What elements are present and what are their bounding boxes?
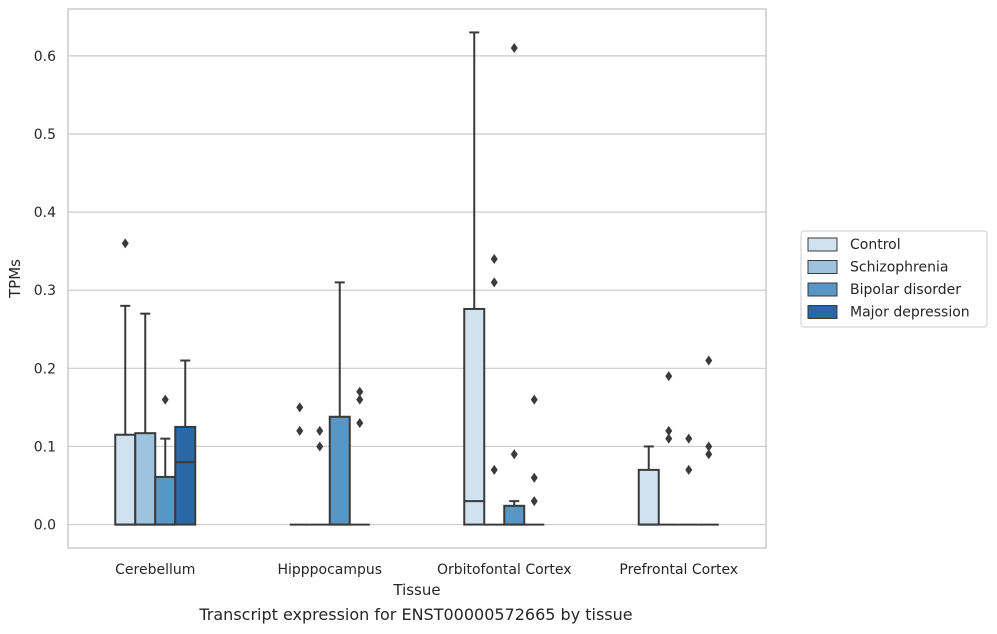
box-bipolar-disorder [503, 43, 526, 526]
y-tick-labels: 0.0 0.1 0.2 0.3 0.4 0.5 0.6 [34, 49, 56, 534]
outlier-point [665, 425, 673, 436]
plot-frame [67, 8, 767, 549]
outlier-point [316, 441, 324, 452]
box-control [114, 238, 137, 526]
y-tick-label: 0.4 [34, 205, 56, 221]
box-body [637, 468, 660, 526]
x-tick-label: Prefrontal Cortex [619, 562, 738, 578]
legend-swatch [807, 260, 838, 274]
box-control [463, 31, 486, 526]
x-tick-label: Hipppocampus [277, 562, 382, 578]
legend-label: Control [850, 237, 901, 253]
legend-label: Major depression [850, 305, 970, 321]
outlier-point [530, 394, 538, 405]
outlier-point [705, 449, 713, 460]
outlier-point [665, 433, 673, 444]
box-control [289, 402, 310, 526]
outlier-point [490, 253, 498, 264]
box-major-depression [174, 359, 197, 526]
outlier-point [530, 472, 538, 483]
outlier-point [490, 464, 498, 475]
outlier-point [685, 464, 693, 475]
y-tick-label: 0.6 [34, 49, 56, 65]
box-major-depression [349, 386, 370, 526]
outlier-point [665, 371, 673, 382]
outlier-point [121, 238, 129, 249]
outlier-point [510, 449, 518, 460]
x-tick-labels: Cerebellum Hipppocampus Orbitofontal Corte… [115, 562, 738, 578]
figure-caption: Transcript expression for ENST0000057266… [199, 605, 633, 624]
y-tick-label: 0.3 [34, 283, 56, 299]
legend-swatch [807, 305, 838, 319]
outlier-point [356, 418, 364, 429]
box-schizophrenia [309, 425, 330, 526]
box-body [503, 504, 526, 526]
y-tick-label: 0.1 [34, 439, 56, 455]
outlier-point [296, 402, 304, 413]
legend-label: Bipolar disorder [850, 282, 961, 298]
outlier-point [705, 441, 713, 452]
outlier-point [356, 394, 364, 405]
outlier-point [685, 433, 693, 444]
box-body [134, 432, 157, 526]
outlier-point [296, 425, 304, 436]
legend-frame [800, 230, 988, 328]
box-schizophrenia [484, 253, 505, 526]
box-schizophrenia [134, 312, 157, 526]
outlier-point [316, 425, 324, 436]
outlier-point [161, 394, 169, 405]
x-tick-label: Orbitofontal Cortex [437, 562, 572, 578]
y-tick-label: 0.5 [34, 127, 56, 143]
y-tick-label: 0.0 [34, 518, 56, 534]
x-axis-label: Tissue [392, 581, 440, 599]
outlier-point [490, 277, 498, 288]
box-body [114, 433, 137, 526]
box-body [154, 475, 177, 526]
box-body [463, 307, 486, 526]
legend-swatch [807, 237, 838, 252]
outlier-point [530, 496, 538, 507]
box-bipolar-disorder [678, 433, 699, 526]
box-schizophrenia [658, 371, 679, 526]
boxes [114, 31, 719, 526]
y-tick-label: 0.2 [34, 361, 56, 377]
box-major-depression [524, 394, 545, 526]
box-major-depression [698, 355, 719, 526]
x-tick-label: Cerebellum [115, 562, 195, 578]
box-body [328, 415, 351, 526]
outlier-point [705, 355, 713, 366]
box-body [174, 425, 197, 526]
legend-swatch [807, 282, 838, 297]
box-control [637, 445, 660, 526]
box-bipolar-disorder [328, 281, 351, 526]
outlier-point [356, 386, 364, 397]
outlier-point [510, 43, 518, 54]
box-bipolar-disorder [154, 394, 177, 526]
legend-label: Schizophrenia [850, 260, 948, 276]
y-axis-label: TPMs [6, 259, 24, 299]
legend: Control Schizophrenia Bipolar disorder Majo… [800, 230, 988, 328]
grid-lines [68, 55, 766, 526]
